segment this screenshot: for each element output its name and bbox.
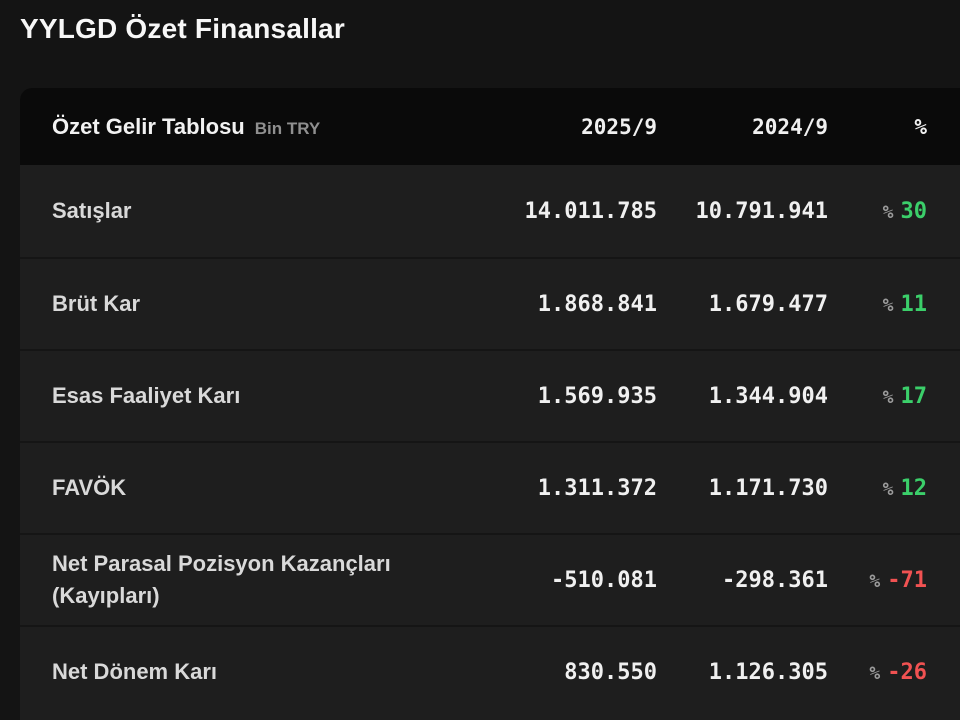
table-body: Satışlar 14.011.785 10.791.941 % 30 Brüt …	[20, 165, 960, 717]
percent-change-cell: % 11	[828, 292, 927, 317]
table-row: Esas Faaliyet Karı 1.569.935 1.344.904 %…	[20, 349, 960, 441]
table-row: Net Parasal Pozisyon Kazançları (Kayıpla…	[20, 533, 960, 625]
value-2025-9: 1.868.841	[537, 291, 657, 317]
percent-sign: %	[882, 386, 894, 408]
percent-value: 12	[900, 475, 928, 501]
value-2024-9: 10.791.941	[695, 198, 828, 224]
value-2025-9: 1.311.372	[537, 475, 657, 501]
table-header-row: Özet Gelir Tablosu Bin TRY 2025/9 2024/9…	[20, 88, 960, 165]
value-2025-9: 830.550	[564, 659, 657, 685]
value-2024-9: 1.171.730	[708, 475, 828, 501]
percent-sign: %	[869, 570, 881, 592]
percent-change-cell: % 17	[828, 384, 927, 409]
value-2025-9: 1.569.935	[537, 383, 657, 409]
percent-sign: %	[882, 478, 894, 500]
percent-change-cell: % -26	[828, 660, 927, 685]
percent-value: 11	[900, 291, 928, 317]
table-title-group: Özet Gelir Tablosu Bin TRY	[52, 114, 486, 140]
column-header-percent: %	[914, 114, 927, 139]
percent-value: -26	[887, 659, 927, 685]
table-row: Net Dönem Karı 830.550 1.126.305 % -26	[20, 625, 960, 717]
value-2024-9: -298.361	[722, 567, 828, 593]
page-title: YYLGD Özet Finansallar	[20, 13, 345, 44]
value-2025-9: -510.081	[551, 567, 657, 593]
percent-sign: %	[882, 294, 894, 316]
value-2025-9: 14.011.785	[524, 198, 657, 224]
row-label: Net Dönem Karı	[52, 659, 218, 685]
row-label: Esas Faaliyet Karı	[52, 383, 241, 409]
percent-value: 17	[900, 383, 928, 409]
column-header-2025-9: 2025/9	[581, 114, 657, 139]
value-2024-9: 1.679.477	[708, 291, 828, 317]
row-label: Brüt Kar	[52, 291, 141, 317]
table-row: Brüt Kar 1.868.841 1.679.477 % 11	[20, 257, 960, 349]
value-2024-9: 1.344.904	[708, 383, 828, 409]
table-row: Satışlar 14.011.785 10.791.941 % 30	[20, 165, 960, 257]
value-2024-9: 1.126.305	[708, 659, 828, 685]
percent-value: 30	[900, 198, 928, 224]
percent-value: -71	[887, 567, 927, 593]
table-unit-label: Bin TRY	[254, 118, 321, 138]
table-row: FAVÖK 1.311.372 1.171.730 % 12	[20, 441, 960, 533]
percent-sign: %	[869, 662, 881, 684]
column-header-2024-9: 2024/9	[752, 114, 828, 139]
percent-change-cell: % 12	[828, 476, 927, 501]
percent-sign: %	[882, 201, 894, 223]
percent-change-cell: % 30	[828, 199, 927, 224]
table-title: Özet Gelir Tablosu	[52, 113, 245, 139]
income-statement-card: Özet Gelir Tablosu Bin TRY 2025/9 2024/9…	[20, 88, 960, 720]
row-label: FAVÖK	[52, 475, 127, 501]
percent-change-cell: % -71	[828, 568, 927, 593]
row-label: Net Parasal Pozisyon Kazançları (Kayıpla…	[52, 551, 391, 608]
row-label: Satışlar	[52, 198, 132, 224]
